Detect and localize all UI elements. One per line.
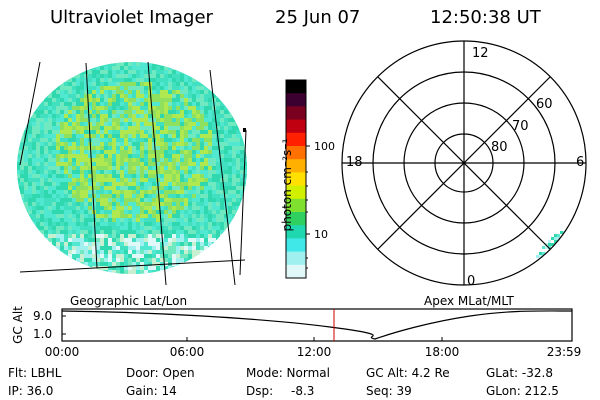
altitude-ytick-1: 1.0 [33,327,53,341]
colorbar-segment [286,119,306,134]
colorbar-segment [286,80,306,94]
colorbar-segment [286,198,306,213]
colorbar-segment [286,225,306,239]
gain-info: Gain: 14 [126,384,177,398]
xtick-1200: 12:00 [296,345,332,359]
geo-grid [19,61,247,286]
colorbar-tick-100: 100 [314,140,335,153]
colorbar-unit-label: photon cm⁻²s⁻¹ [280,138,294,232]
disk-pixels [17,62,247,274]
seq-info: Seq: 39 [366,384,412,398]
colorbar-segment [286,172,306,187]
mlt-label-6: 6 [576,155,585,170]
altitude-curve [61,310,573,340]
ip-info: IP: 36.0 [8,384,54,398]
dsp-label: Dsp: [246,384,274,398]
colorbar-segment [286,132,306,147]
xtick-0600: 06:00 [169,345,205,359]
mlt-label-0: 0 [467,274,476,289]
colorbar-segment [286,159,306,173]
altitude-plot [61,308,573,342]
mlt-label-12: 12 [472,46,489,61]
apex-label: Apex MLat/MLT [424,294,514,308]
xtick-2359: 23:59 [546,345,582,359]
geographic-label: Geographic Lat/Lon [70,294,188,308]
colorbar-ticks [306,145,310,269]
mlat-label-80: 80 [491,140,508,155]
dsp-info: Dsp: -8.3 [246,384,314,398]
colorbar-tick-10: 10 [314,228,328,241]
glon-info: GLon: 212.5 [486,384,559,398]
time-label: 12:50:38 UT [430,7,541,28]
apex-polar-plot [341,40,587,286]
colorbar-segment [286,106,306,121]
instrument-title: Ultraviolet Imager [50,7,213,28]
colorbar-segment [286,185,306,200]
colorbar-segment [286,238,306,253]
colorbar-segment [286,251,306,266]
colorbar-segment [286,146,306,160]
mode-info: Mode: Normal [246,366,330,380]
glat-info: GLat: -32.8 [486,366,553,380]
mlat-label-60: 60 [536,97,553,112]
dsp-value: -8.3 [290,384,315,398]
color-scale-bar [285,79,307,279]
filter-info: Flt: LBHL [8,366,62,380]
date-label: 25 Jun 07 [275,7,361,28]
polar-aurora [536,231,586,285]
mlt-label-18: 18 [346,155,363,170]
colorbar-frame [285,79,307,279]
colorbar-segment [286,264,306,279]
mlat-label-70: 70 [512,119,529,134]
xtick-0000: 00:00 [44,345,80,359]
altitude-ytick-9: 9.0 [33,309,53,323]
door-info: Door: Open [126,366,195,380]
altitude-ylabel: GC Alt [11,306,25,344]
gc-alt-info: GC Alt: 4.2 Re [366,366,450,380]
xtick-1800: 18:00 [424,345,460,359]
colorbar-segment [286,93,306,107]
colorbar-segment [286,212,306,226]
geographic-image [0,40,260,286]
